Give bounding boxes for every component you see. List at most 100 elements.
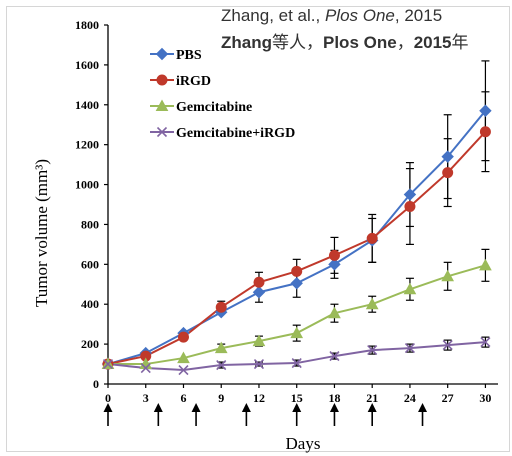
y-tick-label: 0 <box>93 377 99 391</box>
legend-marker <box>156 126 168 138</box>
data-point-3 <box>480 337 491 348</box>
data-point-1 <box>366 232 378 244</box>
legend-label: PBS <box>176 48 202 63</box>
x-axis-ticks: 0 3 6 9 12 15 18 21 24 27 30 <box>105 384 491 405</box>
data-point-1 <box>253 276 265 288</box>
data-point-2 <box>365 297 379 310</box>
data-point-2 <box>252 334 266 347</box>
citation-line-chinese: Zhang等人，Plos One，2015年 <box>221 28 469 53</box>
data-point-1 <box>215 301 227 313</box>
y-tick-label: 800 <box>81 217 99 231</box>
data-point-1 <box>442 167 454 179</box>
x-marker-stroke <box>442 340 453 351</box>
citation-prefix: Zhang, et al., <box>221 6 325 25</box>
dose-arrow-head <box>329 403 339 412</box>
x-tick-label: 30 <box>479 391 491 405</box>
x-tick-label: 24 <box>404 391 416 405</box>
data-point-3 <box>404 343 416 354</box>
x-tick-label: 12 <box>253 391 265 405</box>
data-point-0 <box>290 277 303 290</box>
x-tick-label: 27 <box>442 391 454 405</box>
data-point-2 <box>290 326 304 339</box>
citation-cn-year: 2015 <box>413 33 452 52</box>
data-point-1 <box>328 249 340 261</box>
data-point-3 <box>140 362 151 374</box>
legend-label: Gemcitabine <box>176 100 252 115</box>
data-point-0 <box>479 104 492 117</box>
x-tick-label: 3 <box>143 391 149 405</box>
citation-cn-end: 年 <box>451 33 469 52</box>
y-tick-label: 200 <box>81 337 99 351</box>
y-tick-label: 1000 <box>75 178 99 192</box>
x-marker-stroke <box>480 337 491 348</box>
data-point-0 <box>403 188 417 201</box>
dose-arrow-head <box>418 403 428 412</box>
x-marker-stroke <box>329 351 340 362</box>
x-marker-stroke <box>156 126 168 138</box>
error-bars <box>217 60 490 369</box>
data-point-3 <box>102 358 114 370</box>
data-point-0 <box>328 258 341 271</box>
x-marker-stroke <box>291 357 302 369</box>
x-marker-stroke <box>216 359 227 371</box>
data-point-3 <box>253 358 265 370</box>
y-tick-label: 1800 <box>75 18 99 32</box>
dose-arrow-head <box>103 403 113 412</box>
data-point-3 <box>216 359 227 371</box>
data-point-3 <box>367 345 378 356</box>
dose-arrow-head <box>367 403 377 412</box>
x-tick-label: 0 <box>105 391 111 405</box>
x-tick-label: 15 <box>291 391 303 405</box>
x-tick-label: 21 <box>366 391 378 405</box>
data-point-3 <box>291 357 302 369</box>
chart-axes <box>107 25 498 385</box>
dose-arrows <box>103 403 428 426</box>
x-marker-stroke <box>253 358 265 370</box>
legend-label: iRGD <box>176 74 211 89</box>
data-point-3 <box>442 340 453 351</box>
data-point-2 <box>403 282 417 295</box>
dose-arrow-head <box>191 403 201 412</box>
x-tick-label: 6 <box>180 391 186 405</box>
citation-year: , 2015 <box>394 6 443 25</box>
x-axis-title: Days <box>286 434 321 453</box>
dose-arrow-head <box>153 403 163 412</box>
legend-marker <box>155 47 169 61</box>
x-marker-stroke <box>102 358 114 370</box>
citation-cn-sep: ， <box>396 33 414 52</box>
data-point-1 <box>404 200 416 212</box>
y-tick-label: 1200 <box>75 138 99 152</box>
x-marker-stroke <box>404 343 416 354</box>
citation-cn-journal: Plos One <box>323 33 397 52</box>
data-point-2 <box>441 269 455 282</box>
dose-arrow-head <box>241 403 251 412</box>
data-point-0 <box>252 286 266 299</box>
data-point-2 <box>214 341 228 354</box>
x-tick-label: 9 <box>218 391 224 405</box>
legend-marker <box>156 74 168 86</box>
legend-label: Gemcitabine+iRGD <box>176 126 295 141</box>
citation-cn-etal: 等人， <box>272 33 323 52</box>
x-tick-label: 18 <box>328 391 340 405</box>
data-point-0 <box>441 150 454 163</box>
y-tick-label: 1600 <box>75 58 99 72</box>
citation-journal: Plos One <box>324 6 395 25</box>
x-marker-stroke <box>140 362 151 374</box>
y-axis-ticks: 0 200 400 600 800 1000 1200 1400 1600 1800 <box>75 18 108 391</box>
series-markers <box>101 104 492 376</box>
figure-frame <box>6 6 510 452</box>
y-tick-label: 600 <box>81 257 99 271</box>
legend-marker <box>155 99 169 111</box>
x-marker-stroke <box>178 364 189 376</box>
data-point-1 <box>291 265 303 277</box>
data-point-1 <box>177 331 189 343</box>
chart-legend: PBS iRGD Gemcitabine Gemcitabine+iRGD <box>150 47 295 141</box>
data-point-3 <box>178 364 189 376</box>
data-point-2 <box>177 351 190 364</box>
y-tick-label: 1400 <box>75 98 99 112</box>
data-point-2 <box>479 258 492 271</box>
data-point-1 <box>479 126 491 138</box>
data-point-2 <box>328 306 341 319</box>
